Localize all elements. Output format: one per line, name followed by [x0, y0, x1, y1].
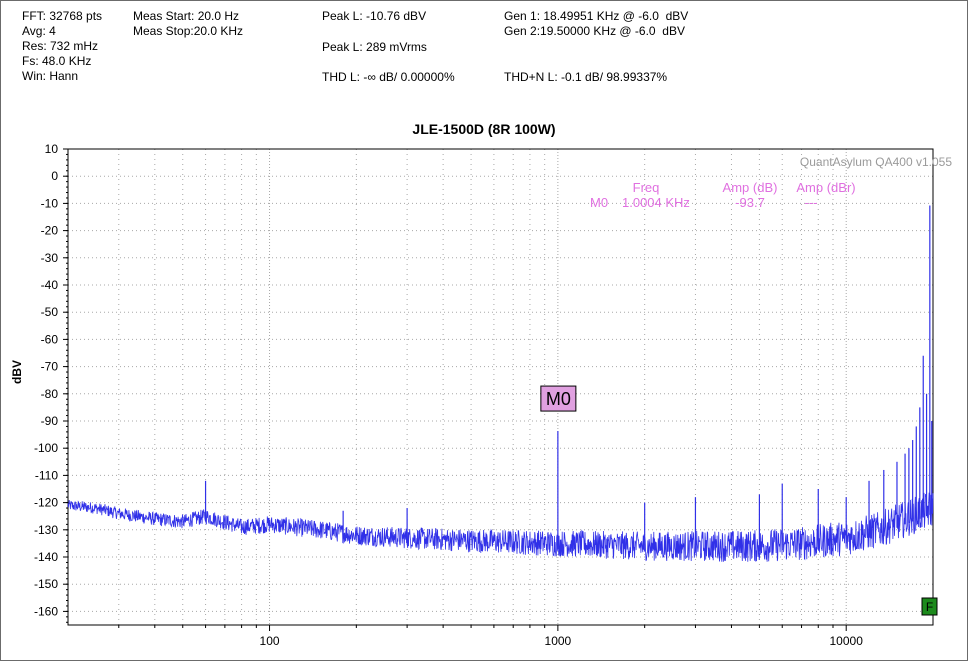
- x-tick-label: 10000: [830, 634, 864, 648]
- y-tick-label: -10: [41, 196, 59, 210]
- flag-box: [921, 597, 938, 616]
- marker-row-freq: 1.0004 KHz: [622, 195, 690, 210]
- marker-row-ampr: ---: [805, 195, 818, 210]
- y-tick-label: -60: [41, 332, 59, 346]
- marker-label: M0: [546, 389, 571, 409]
- marker-row-amp: -93.7: [735, 195, 765, 210]
- y-tick-label: -140: [34, 550, 58, 564]
- sample-rate: Fs: 48.0 KHz: [22, 54, 92, 68]
- y-tick-label: -100: [34, 441, 58, 455]
- x-tick-label: 100: [260, 634, 280, 648]
- window-type: Win: Hann: [22, 69, 79, 83]
- y-tick-label: -40: [41, 278, 59, 292]
- fft-size: FFT: 32768 pts: [22, 9, 103, 23]
- y-tick-label: -50: [41, 305, 59, 319]
- gen1-readout: Gen 1: 18.49951 KHz @ -6.0 dBV: [504, 9, 689, 23]
- gen2-readout: Gen 2:19.50000 KHz @ -6.0 dBV: [504, 24, 685, 38]
- marker-row-label: M0: [590, 195, 608, 210]
- flag-f[interactable]: F: [921, 597, 938, 616]
- thd-readout: THD L: -∞ dB/ 0.00000%: [322, 70, 455, 84]
- avg-count: Avg: 4: [22, 24, 56, 38]
- spectrum-trace: [67, 205, 934, 562]
- marker-col-ampr: Amp (dBr): [796, 180, 855, 195]
- y-tick-label: -30: [41, 251, 59, 265]
- axis-ticks: 100-10-20-30-40-50-60-70-80-90-100-110-1…: [34, 142, 934, 648]
- x-tick-label: 1000: [545, 634, 572, 648]
- watermark: QuantAsylum QA400 v1.055: [800, 155, 952, 169]
- plot-border: [67, 148, 934, 626]
- chart-title: JLE-1500D (8R 100W): [412, 121, 556, 137]
- thdn-readout: THD+N L: -0.1 dB/ 98.99337%: [504, 70, 668, 84]
- y-tick-label: -160: [34, 604, 58, 618]
- y-tick-label: -90: [41, 414, 59, 428]
- y-tick-label: -150: [34, 577, 58, 591]
- noise-floor-line: [67, 492, 934, 562]
- peak-dbv: Peak L: -10.76 dBV: [322, 9, 427, 23]
- y-tick-label: -70: [41, 360, 59, 374]
- marker-table: Freq Amp (dB) Amp (dBr) M0 1.0004 KHz -9…: [590, 180, 856, 210]
- y-tick-label: -120: [34, 496, 58, 510]
- peak-vrms: Peak L: 289 mVrms: [322, 40, 427, 54]
- y-tick-label: 0: [51, 169, 58, 183]
- marker-col-amp: Amp (dB): [723, 180, 778, 195]
- marker-box: [540, 385, 577, 412]
- marker-m0[interactable]: M0: [540, 385, 577, 412]
- grid: [68, 148, 933, 625]
- y-tick-label: -80: [41, 387, 59, 401]
- marker-col-freq: Freq: [633, 180, 660, 195]
- meas-start: Meas Start: 20.0 Hz: [133, 9, 240, 23]
- y-tick-label: -110: [35, 468, 58, 482]
- resolution: Res: 732 mHz: [22, 39, 99, 53]
- flag-label: F: [926, 600, 933, 614]
- y-tick-label: -130: [34, 523, 58, 537]
- y-tick-label: -20: [41, 224, 59, 238]
- meas-stop: Meas Stop:20.0 KHz: [133, 24, 244, 38]
- y-tick-label: 10: [45, 142, 59, 156]
